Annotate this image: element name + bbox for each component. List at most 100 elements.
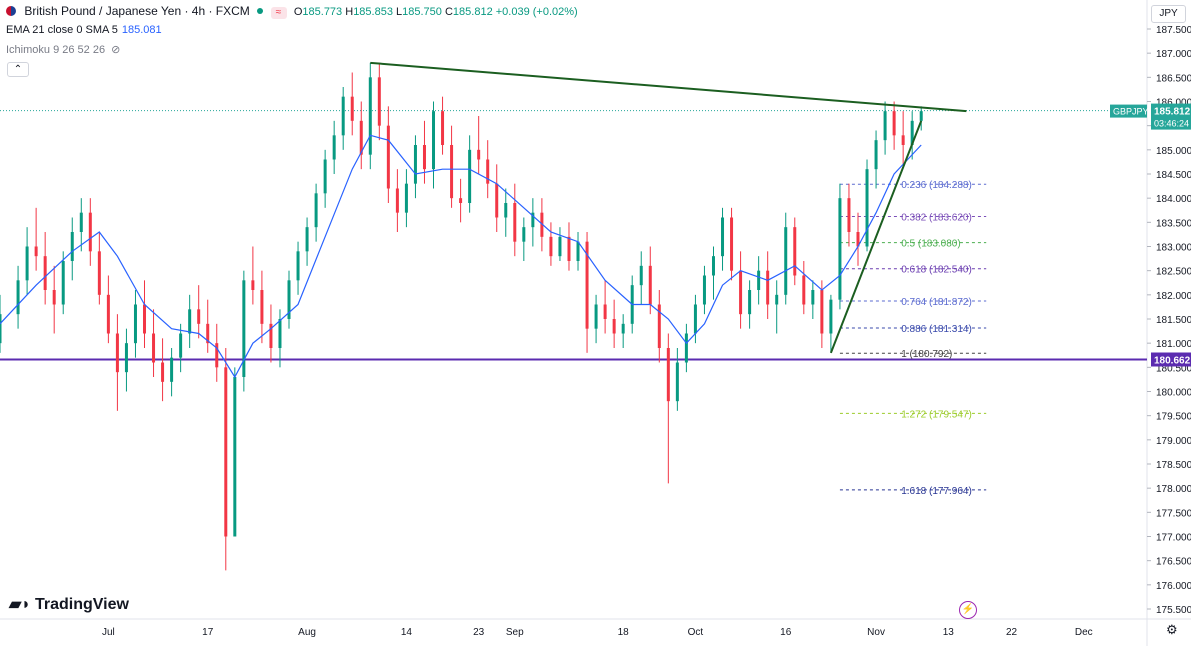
candle-body bbox=[206, 323, 210, 344]
candle-body bbox=[413, 145, 417, 184]
candle-body bbox=[124, 343, 128, 373]
y-tick-label: 182.000 bbox=[1156, 291, 1191, 302]
tradingview-logo[interactable]: ▰◗ TradingView bbox=[9, 594, 129, 614]
candle-body bbox=[522, 227, 526, 242]
gbp-jpy-flag-icon bbox=[6, 6, 16, 16]
candle-body bbox=[721, 217, 725, 257]
candle-body bbox=[603, 304, 607, 319]
candle-body bbox=[775, 294, 779, 305]
candle-body bbox=[558, 236, 562, 257]
fib-level-label: 0.886 (181.314) bbox=[901, 324, 972, 335]
candle-body bbox=[422, 145, 426, 170]
candle-body bbox=[161, 362, 165, 382]
y-tick-label: 176.000 bbox=[1156, 581, 1191, 592]
candle-body bbox=[856, 232, 860, 247]
candle-body bbox=[784, 227, 788, 295]
candle-body bbox=[224, 367, 228, 537]
candle-body bbox=[702, 275, 706, 305]
candle-body bbox=[504, 203, 508, 218]
candle-body bbox=[61, 261, 65, 305]
y-tick-label: 178.500 bbox=[1156, 460, 1191, 471]
bar-replay-icon[interactable]: ≈ bbox=[270, 7, 287, 19]
candle-body bbox=[323, 159, 327, 194]
ema-line bbox=[0, 134, 922, 379]
candle-body bbox=[296, 251, 300, 281]
x-tick-label: 23 bbox=[473, 627, 485, 638]
candle-body bbox=[730, 217, 734, 271]
candle-body bbox=[25, 246, 29, 281]
lightning-icon[interactable]: ⚡ bbox=[959, 601, 977, 619]
y-tick-label: 186.000 bbox=[1156, 98, 1191, 109]
y-tick-label: 182.500 bbox=[1156, 267, 1191, 278]
y-tick-label: 184.000 bbox=[1156, 194, 1191, 205]
ema-value: 185.081 bbox=[121, 24, 162, 36]
x-tick-label: 17 bbox=[202, 627, 214, 638]
candle-body bbox=[377, 77, 381, 126]
brand-name: TradingView bbox=[34, 596, 129, 613]
currency-button[interactable]: JPY bbox=[1151, 5, 1186, 23]
change-value: +0.039 (+0.02%) bbox=[495, 6, 578, 18]
lower-trendline bbox=[829, 120, 923, 354]
x-tick-label: 16 bbox=[780, 627, 792, 638]
chevron-up-icon[interactable]: ⌃ bbox=[7, 62, 29, 77]
y-tick-label: 178.000 bbox=[1156, 484, 1191, 495]
candle-body bbox=[260, 290, 264, 324]
y-tick-label: 179.000 bbox=[1156, 436, 1191, 447]
last-price-tag bbox=[1151, 103, 1191, 130]
candle-body bbox=[567, 236, 571, 261]
candle-body bbox=[314, 193, 318, 228]
eye-off-icon[interactable]: ⊘ bbox=[111, 44, 121, 56]
ichimoku-indicator-legend[interactable]: Ichimoku 9 26 52 26 ⊘ bbox=[6, 43, 120, 56]
y-tick-label: 179.500 bbox=[1156, 412, 1191, 423]
symbol-header: British Pound / Japanese Yen · 4h · FXCM… bbox=[6, 4, 578, 19]
candle-body bbox=[486, 159, 490, 184]
y-tick-label: 187.500 bbox=[1156, 25, 1191, 36]
candle-body bbox=[133, 304, 137, 344]
symbol-title[interactable]: British Pound / Japanese Yen · 4h · FXCM bbox=[24, 4, 250, 18]
candle-body bbox=[70, 232, 74, 261]
candle-body bbox=[793, 227, 797, 276]
candle-body bbox=[441, 111, 445, 145]
x-tick-label: Jul bbox=[102, 627, 115, 638]
candle-body bbox=[233, 377, 237, 537]
ichimoku-label: Ichimoku 9 26 52 26 bbox=[6, 44, 106, 56]
candle-body bbox=[97, 251, 101, 295]
x-tick-label: Dec bbox=[1075, 627, 1093, 638]
candle-body bbox=[865, 169, 869, 247]
fib-level-label: 0.5 (183.080) bbox=[901, 239, 961, 250]
candle-body bbox=[341, 96, 345, 136]
y-tick-label: 181.000 bbox=[1156, 339, 1191, 350]
support-price-label: 180.662 bbox=[1154, 356, 1191, 367]
candle-body bbox=[152, 333, 156, 363]
fib-level-label: 1.272 (179.547) bbox=[901, 409, 972, 420]
candle-body bbox=[16, 280, 20, 315]
candle-body bbox=[287, 280, 291, 319]
candle-body bbox=[52, 290, 56, 305]
candle-body bbox=[179, 333, 183, 358]
candle-body bbox=[34, 246, 38, 257]
candle-body bbox=[594, 304, 598, 329]
y-tick-label: 183.500 bbox=[1156, 218, 1191, 229]
y-tick-label: 183.000 bbox=[1156, 243, 1191, 254]
fib-level-label: 1 (180.792) bbox=[901, 349, 952, 360]
gear-icon[interactable]: ⚙ bbox=[1166, 622, 1178, 637]
candle-body bbox=[305, 227, 309, 252]
fib-level-label: 1.618 (177.964) bbox=[901, 486, 972, 497]
candle-body bbox=[450, 145, 454, 199]
ema-indicator-legend[interactable]: EMA 21 close 0 SMA 5 185.081 bbox=[6, 24, 162, 36]
candle-body bbox=[278, 319, 282, 348]
ohlc-values: O185.773 H185.853 L185.750 C185.812 +0.0… bbox=[293, 6, 578, 18]
candle-body bbox=[766, 270, 770, 305]
candle-body bbox=[901, 135, 905, 145]
candle-body bbox=[350, 96, 354, 121]
candle-body bbox=[648, 265, 652, 305]
candle-body bbox=[43, 256, 47, 290]
candle-body bbox=[910, 120, 914, 145]
y-tick-label: 175.500 bbox=[1156, 605, 1191, 616]
fib-level-label: 0.764 (181.872) bbox=[901, 297, 972, 308]
candle-body bbox=[621, 323, 625, 334]
y-tick-label: 177.000 bbox=[1156, 533, 1191, 544]
y-tick-label: 185.000 bbox=[1156, 146, 1191, 157]
candle-body bbox=[802, 275, 806, 305]
